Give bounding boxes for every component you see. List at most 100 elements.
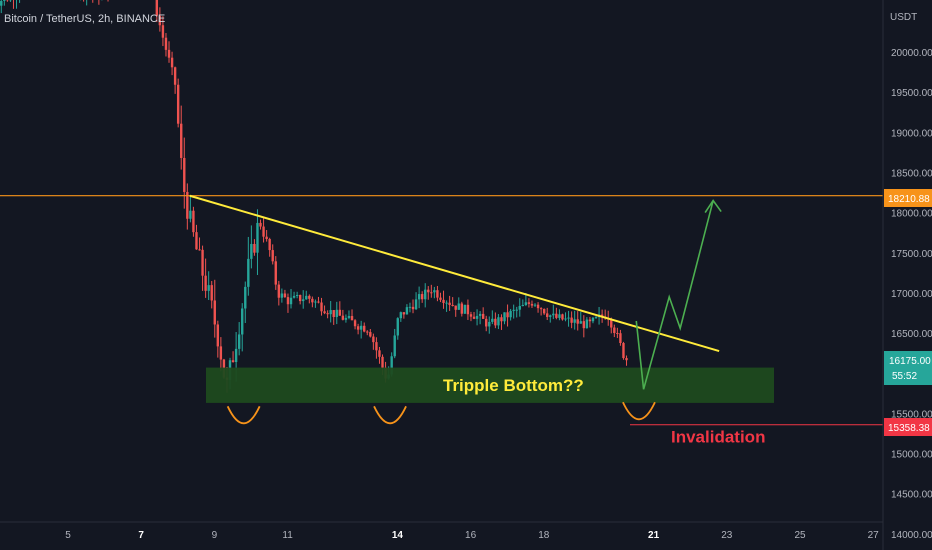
candle-body bbox=[198, 249, 201, 251]
time-tick-label: 27 bbox=[868, 530, 880, 541]
descending-trendline[interactable] bbox=[189, 194, 720, 353]
candle-body bbox=[369, 332, 372, 337]
invalidation-price-badge: 15358.38 bbox=[884, 418, 932, 436]
candle-body bbox=[189, 210, 192, 219]
price-tick-label: 15500.00 bbox=[891, 409, 932, 420]
candle-body bbox=[567, 317, 570, 319]
candle-body bbox=[625, 358, 628, 361]
candle-body bbox=[353, 320, 357, 327]
candle-body bbox=[161, 25, 165, 38]
last-price-badge: 16175.00 55:52 bbox=[884, 351, 932, 385]
candle-body bbox=[466, 304, 470, 315]
candle-body bbox=[503, 312, 506, 322]
candle-body bbox=[539, 308, 543, 310]
projection-arrowhead bbox=[704, 199, 722, 213]
candle-body bbox=[283, 293, 287, 298]
time-tick-label: 14 bbox=[392, 530, 404, 541]
candle-body bbox=[433, 290, 436, 293]
price-tick-label: 14500.00 bbox=[891, 490, 932, 501]
candle-body bbox=[244, 286, 247, 309]
candle-body bbox=[436, 290, 439, 298]
candle-body bbox=[180, 123, 183, 158]
candle-body bbox=[448, 302, 451, 305]
support-zone-label: Tripple Bottom?? bbox=[443, 376, 584, 395]
candle-body bbox=[256, 222, 259, 253]
candle-body bbox=[335, 309, 338, 318]
price-tick-label: 17500.00 bbox=[891, 249, 932, 260]
symbol-title: Bitcoin / TetherUS, 2h, BINANCE bbox=[4, 13, 165, 25]
candle-body bbox=[0, 0, 3, 6]
candle-body bbox=[585, 319, 589, 329]
candle-body bbox=[521, 305, 525, 307]
time-axis[interactable]: 5 7 9 11 14 16 18 21 23 25 27 bbox=[65, 530, 879, 541]
candle-body bbox=[393, 335, 396, 357]
bottom-arc bbox=[622, 401, 656, 421]
candle-body bbox=[378, 350, 381, 357]
candle-body bbox=[591, 317, 595, 322]
candle-body bbox=[420, 294, 424, 300]
time-tick-label: 7 bbox=[138, 530, 144, 541]
countdown-text: 55:52 bbox=[892, 371, 917, 382]
candle-body bbox=[167, 49, 171, 58]
candle-body bbox=[457, 303, 460, 310]
candle-body bbox=[594, 317, 598, 319]
bottom-arc bbox=[226, 405, 261, 425]
candle-body bbox=[164, 37, 168, 50]
candle-body bbox=[292, 295, 296, 298]
candle-body bbox=[231, 360, 235, 363]
candle-body bbox=[3, 0, 6, 1]
candle-body bbox=[460, 303, 464, 314]
candle-body bbox=[277, 284, 281, 298]
candle-body bbox=[472, 316, 476, 319]
candle-body bbox=[524, 302, 528, 306]
candle-body bbox=[536, 304, 540, 309]
candle-body bbox=[219, 346, 223, 360]
candle-body bbox=[372, 336, 375, 343]
candle-body bbox=[402, 312, 406, 315]
candle-body bbox=[564, 318, 567, 320]
candle-body bbox=[305, 295, 308, 300]
price-tick-label: 15000.00 bbox=[891, 450, 932, 461]
candle-body bbox=[237, 334, 241, 349]
price-tick-label: 18500.00 bbox=[891, 168, 932, 179]
candle-body bbox=[408, 306, 412, 308]
candle-body bbox=[463, 304, 467, 314]
candle-body bbox=[478, 313, 482, 316]
candle-body bbox=[308, 295, 311, 299]
projection-path[interactable] bbox=[635, 200, 714, 390]
candle-body bbox=[253, 243, 256, 253]
candle-body bbox=[250, 243, 253, 259]
candle-body bbox=[234, 348, 238, 363]
price-tick-label: 16500.00 bbox=[891, 329, 932, 340]
candle-body bbox=[475, 315, 479, 319]
candle-body bbox=[311, 298, 314, 303]
candle-body bbox=[518, 306, 521, 310]
candle-body bbox=[356, 326, 360, 330]
candle-body bbox=[427, 289, 430, 293]
candle-body bbox=[497, 317, 500, 326]
candle-body bbox=[173, 67, 177, 85]
candle-body bbox=[210, 285, 213, 301]
candle-body bbox=[530, 303, 534, 306]
candle-body bbox=[363, 325, 366, 332]
candle-body bbox=[295, 295, 299, 297]
candle-body bbox=[183, 157, 186, 192]
candle-body bbox=[262, 226, 265, 237]
invalidation-label: Invalidation bbox=[671, 428, 765, 447]
price-tick-label: 19500.00 bbox=[891, 88, 932, 99]
candle-body bbox=[515, 309, 518, 311]
time-tick-label: 9 bbox=[212, 530, 218, 541]
candle-body bbox=[298, 295, 302, 302]
candle-body bbox=[494, 318, 497, 326]
candle-body bbox=[302, 299, 305, 302]
candle-body bbox=[289, 297, 293, 305]
currency-label: USDT bbox=[890, 12, 917, 23]
candle-body bbox=[259, 222, 262, 227]
candle-body bbox=[454, 305, 457, 310]
time-tick-label: 23 bbox=[721, 530, 733, 541]
candle-body bbox=[390, 356, 393, 375]
candlestick-series bbox=[0, 0, 628, 393]
support-zone[interactable] bbox=[206, 367, 774, 403]
